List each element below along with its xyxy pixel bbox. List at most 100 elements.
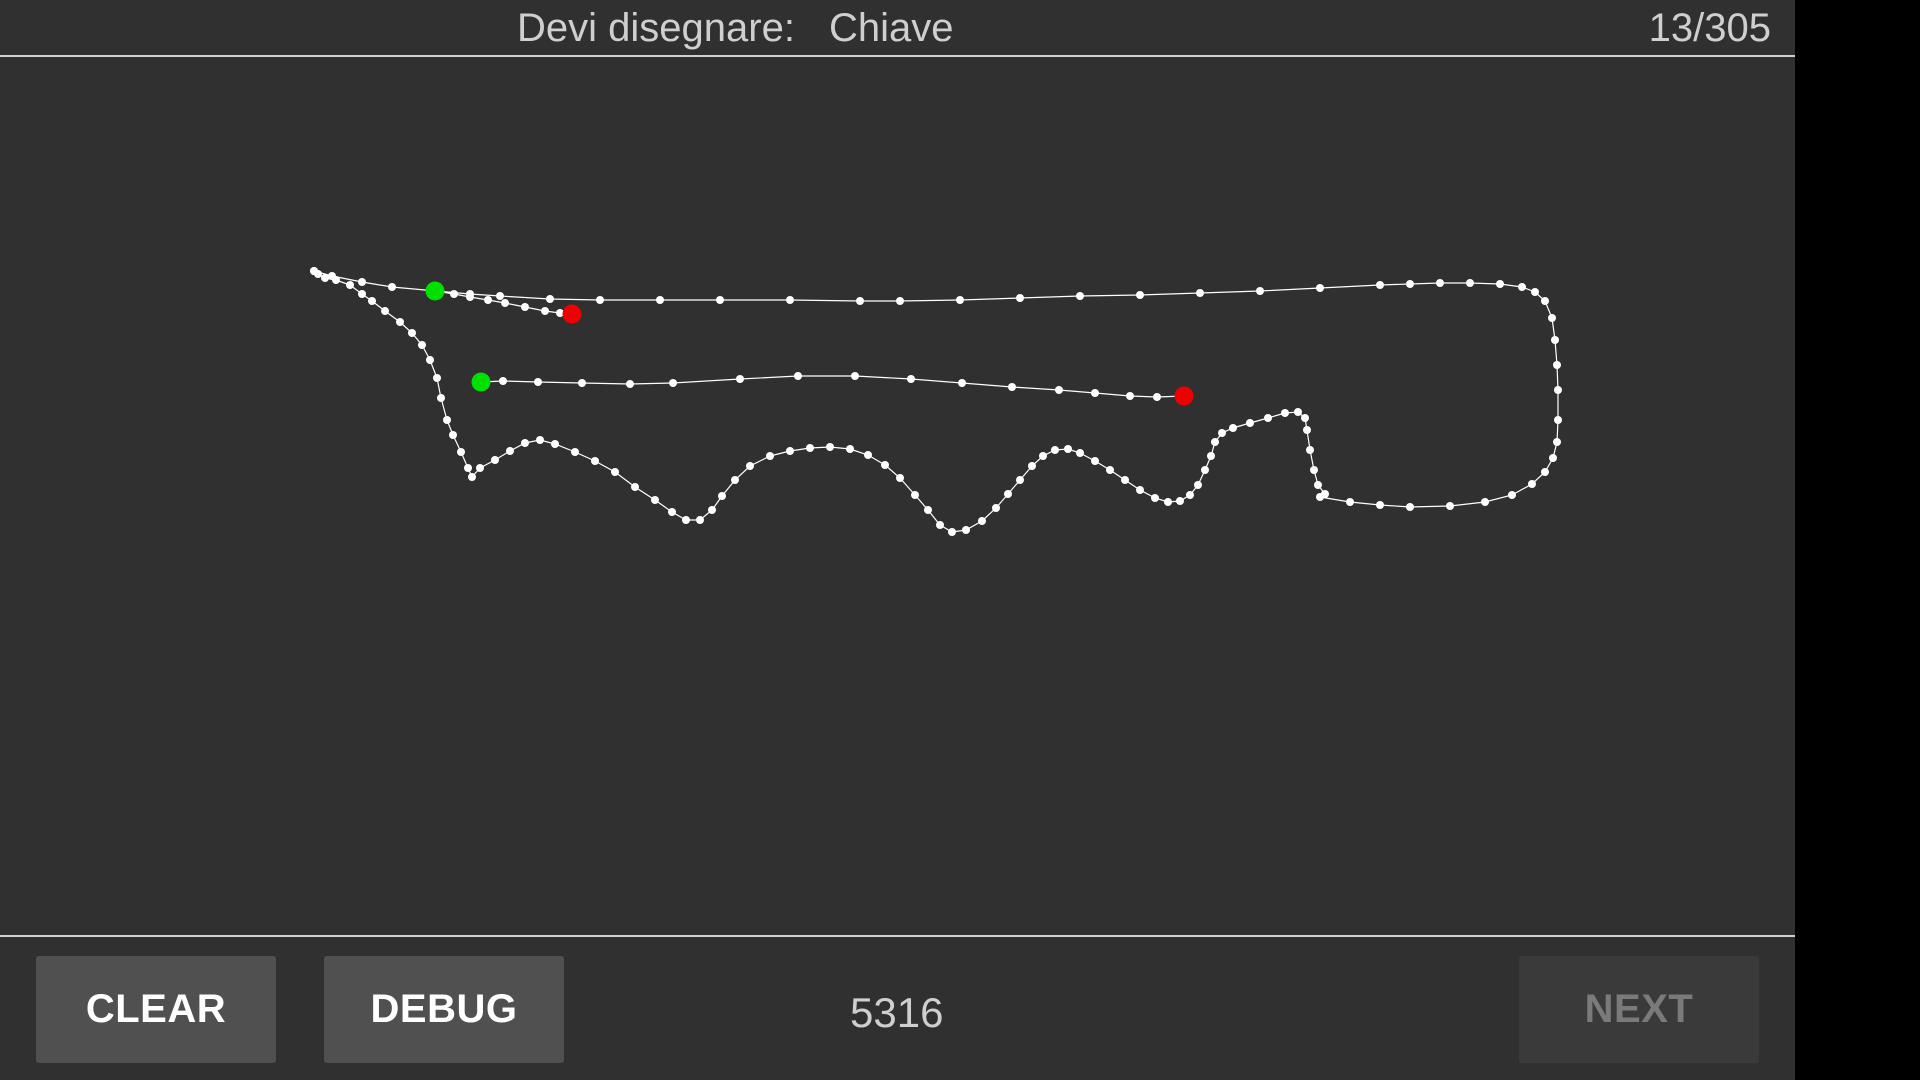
stroke-point <box>1303 426 1311 434</box>
stroke-point <box>1164 498 1172 506</box>
stroke-point <box>437 394 445 402</box>
stroke-point <box>1554 416 1562 424</box>
stroke-point <box>1553 438 1561 446</box>
stroke-point <box>1554 386 1562 394</box>
stroke-point <box>1028 462 1036 470</box>
stroke-point <box>1549 454 1557 462</box>
stroke-point <box>1376 501 1384 509</box>
stroke-point <box>1301 414 1309 422</box>
stroke-point <box>856 297 864 305</box>
stroke-point <box>907 375 915 383</box>
stroke-point <box>536 436 544 444</box>
stroke-outline <box>313 270 1559 533</box>
stroke-point <box>457 448 465 456</box>
stroke-point <box>368 297 376 305</box>
stroke-point <box>310 267 318 275</box>
stroke-point <box>499 377 507 385</box>
prompt-label: Devi disegnare: <box>517 6 795 50</box>
stroke-point <box>1076 449 1084 457</box>
stroke-point <box>1091 457 1099 465</box>
stroke-point <box>1551 336 1559 344</box>
stroke-point <box>1321 490 1329 498</box>
stroke-point <box>992 504 1000 512</box>
stroke-point <box>746 462 754 470</box>
stroke-point <box>962 526 970 534</box>
stroke-point <box>896 297 904 305</box>
stroke-point <box>1207 452 1215 460</box>
stroke-start-marker <box>425 281 445 301</box>
stroke-point <box>1316 284 1324 292</box>
stroke-point <box>1136 291 1144 299</box>
stroke-point <box>1211 438 1219 446</box>
stroke-point <box>682 516 690 524</box>
stroke-point <box>1121 476 1129 484</box>
stroke-point <box>1051 446 1059 454</box>
bottom-toolbar: CLEAR DEBUG 5316 NEXT <box>0 935 1795 1080</box>
stroke-point <box>1126 392 1134 400</box>
stroke-point <box>521 439 529 447</box>
stroke-point <box>546 295 554 303</box>
stroke-point <box>1306 446 1314 454</box>
stroke-point <box>1553 361 1561 369</box>
stroke-point <box>551 440 559 448</box>
stroke-point <box>766 452 774 460</box>
stroke-point <box>786 296 794 304</box>
drawing-canvas[interactable] <box>0 57 1795 935</box>
target-word: Chiave <box>828 6 954 50</box>
stroke-point <box>1376 281 1384 289</box>
stroke-point <box>506 447 514 455</box>
stroke-point <box>864 451 872 459</box>
stroke-point <box>491 456 499 464</box>
stroke-point <box>1055 386 1063 394</box>
stroke-point <box>433 374 441 382</box>
stroke-point <box>1176 497 1184 505</box>
stroke-point <box>1218 429 1226 437</box>
stroke-point <box>651 496 659 504</box>
clear-button[interactable]: CLEAR <box>36 956 276 1063</box>
stroke-point <box>708 506 716 514</box>
stroke-point <box>1076 292 1084 300</box>
stroke-point <box>388 283 396 291</box>
stroke-point <box>1008 383 1016 391</box>
stroke-point <box>668 508 676 516</box>
stroke-point <box>1481 498 1489 506</box>
stroke-point <box>826 443 834 451</box>
stroke-point <box>381 307 389 315</box>
stroke-point <box>936 521 944 529</box>
stroke-point <box>846 445 854 453</box>
stroke-point <box>534 378 542 386</box>
header-bar: Devi disegnare: Chiave 13/305 <box>0 0 1795 57</box>
debug-button[interactable]: DEBUG <box>324 956 564 1063</box>
stroke-start-marker <box>471 372 491 392</box>
stroke-point <box>1016 476 1024 484</box>
stroke-point <box>332 276 340 284</box>
stroke-point <box>1508 491 1516 499</box>
stroke-point <box>541 307 549 315</box>
stroke-point <box>1346 498 1354 506</box>
stroke-point <box>1106 466 1114 474</box>
stroke-point <box>1151 494 1159 502</box>
stroke-point <box>881 461 889 469</box>
stroke-point <box>571 448 579 456</box>
score-display: 5316 <box>850 989 944 1036</box>
stroke-point <box>1016 294 1024 302</box>
stroke-point <box>669 379 677 387</box>
stroke-point <box>696 516 704 524</box>
stroke-point <box>1153 393 1161 401</box>
stroke-point <box>501 299 509 307</box>
stroke-point <box>1256 287 1264 295</box>
stroke-point <box>1518 283 1526 291</box>
stroke-point <box>716 296 724 304</box>
stroke-point <box>1136 486 1144 494</box>
stroke-end-marker <box>1174 386 1194 406</box>
stroke-point <box>1186 491 1194 499</box>
stroke-point <box>1466 279 1474 287</box>
stroke-point <box>1446 502 1454 510</box>
stroke-point <box>450 290 458 298</box>
stroke-point <box>418 341 426 349</box>
stroke-point <box>1039 452 1047 460</box>
stroke-point <box>736 375 744 383</box>
next-button[interactable]: NEXT <box>1519 956 1759 1063</box>
stroke-point <box>591 457 599 465</box>
stroke-point <box>468 473 476 481</box>
